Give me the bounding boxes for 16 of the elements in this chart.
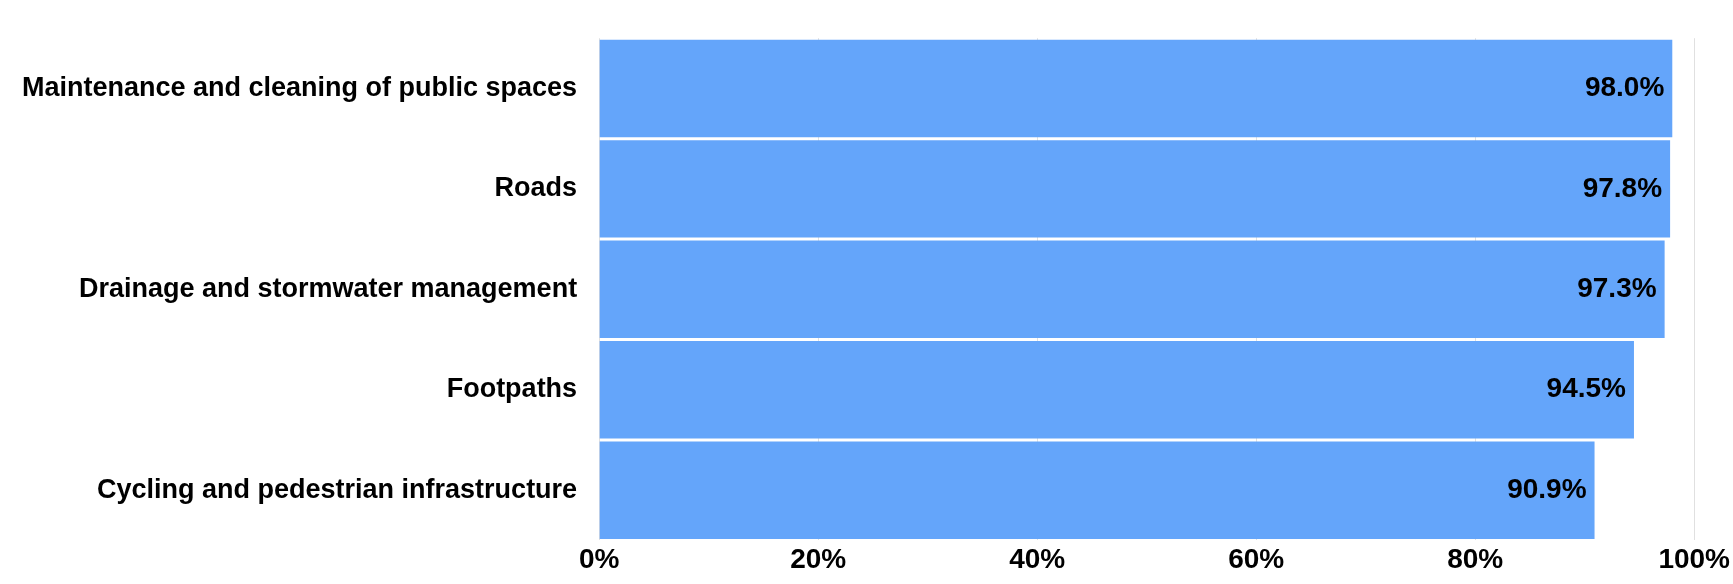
data-label: 94.5% [1546,372,1627,404]
data-label: 98.0% [1584,71,1665,103]
x-tick-label: 100% [1658,542,1731,574]
data-label: 90.9% [1507,472,1587,504]
data-label: 97.3% [1577,272,1657,304]
x-tick-label: 60% [1228,542,1285,574]
data-label: 97.8% [1582,171,1663,203]
x-tick-label: 40% [1009,542,1066,574]
y-tick-label: Footpaths [446,373,578,404]
x-tick-label: 20% [790,542,847,574]
y-tick-label: Maintenance and cleaning of public spaces [21,71,578,102]
x-tick-label: 80% [1447,542,1504,574]
y-tick-label: Cycling and pedestrian infrastructure [97,473,578,504]
x-tick-label: 0% [578,542,620,574]
y-tick-label: Roads [494,172,578,203]
y-tick-label: Drainage and stormwater management [78,272,578,303]
